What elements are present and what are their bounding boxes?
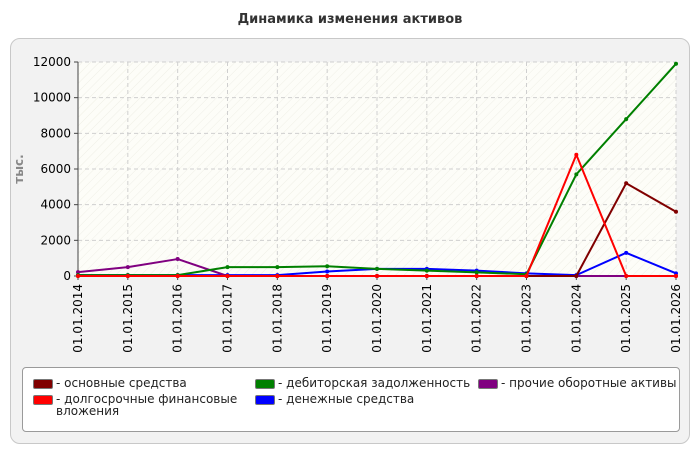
data-point xyxy=(175,257,180,262)
x-tick-label: 01.01.2023 xyxy=(520,284,534,353)
data-point xyxy=(275,274,280,278)
data-point xyxy=(424,274,429,278)
x-tick-label: 01.01.2022 xyxy=(470,284,484,353)
data-point xyxy=(76,274,80,278)
data-point xyxy=(674,209,678,214)
data-point xyxy=(325,269,330,274)
data-point xyxy=(674,274,678,278)
data-point xyxy=(474,274,479,278)
x-tick-label: 01.01.2018 xyxy=(270,284,284,353)
legend-swatch xyxy=(255,379,275,389)
x-tick-label: 01.01.2015 xyxy=(121,284,135,353)
data-point xyxy=(574,172,579,177)
y-tick-label: 12000 xyxy=(33,55,71,69)
data-point xyxy=(125,274,130,278)
data-point xyxy=(424,268,429,273)
data-point xyxy=(375,266,379,271)
data-point xyxy=(76,270,80,275)
x-tick-label: 01.01.2025 xyxy=(619,284,633,353)
data-point xyxy=(624,274,629,278)
chart-title: Динамика изменения активов xyxy=(237,12,463,27)
y-tick-label: 0 xyxy=(63,269,71,283)
x-tick-label: 01.01.2017 xyxy=(221,284,235,353)
data-point xyxy=(125,265,130,270)
data-point xyxy=(275,265,280,270)
legend-item: - прочие оборотные активы xyxy=(478,377,678,389)
data-point xyxy=(325,274,330,278)
y-tick-label: 8000 xyxy=(40,126,71,140)
legend-label: - денежные средства xyxy=(278,392,415,406)
x-tick-label: 01.01.2019 xyxy=(320,284,334,353)
data-point xyxy=(375,274,379,278)
y-axis-label: тыс. xyxy=(12,154,26,183)
data-point xyxy=(175,274,180,278)
legend-swatch xyxy=(478,379,498,389)
x-tick-label: 01.01.2026 xyxy=(669,284,683,353)
legend-swatch xyxy=(33,395,53,405)
x-tick-label: 01.01.2024 xyxy=(569,284,583,353)
data-point xyxy=(325,264,330,269)
y-tick-label: 6000 xyxy=(40,162,71,176)
legend-item: - дебиторская задолженность xyxy=(255,377,475,389)
legend-label: - дебиторская задолженность xyxy=(278,376,471,390)
x-tick-label: 01.01.2021 xyxy=(420,284,434,353)
x-tick-label: 01.01.2014 xyxy=(71,284,85,353)
data-point xyxy=(624,181,629,186)
data-point xyxy=(524,274,529,278)
data-point xyxy=(474,270,479,275)
x-tick-label: 01.01.2020 xyxy=(370,284,384,353)
y-tick-label: 2000 xyxy=(40,233,71,247)
legend-swatch xyxy=(255,395,275,405)
y-tick-label: 10000 xyxy=(33,91,71,105)
legend-label: - основные средства xyxy=(56,376,187,390)
y-tick-label: 4000 xyxy=(40,198,71,212)
legend-item: - долгосрочные финансовые вложения xyxy=(33,393,238,417)
data-point xyxy=(225,265,230,270)
legend-label: - прочие оборотные активы xyxy=(501,376,677,390)
legend: - основные средства - дебиторская задолже… xyxy=(22,367,680,432)
data-point xyxy=(574,274,579,278)
data-point xyxy=(624,250,629,255)
data-point xyxy=(225,274,230,278)
legend-item: - денежные средства xyxy=(255,393,475,405)
x-tick-label: 01.01.2016 xyxy=(171,284,185,353)
legend-item: - основные средства xyxy=(33,377,238,389)
legend-swatch xyxy=(33,379,53,389)
data-point xyxy=(624,117,629,122)
data-point xyxy=(674,61,678,66)
data-point xyxy=(574,152,579,157)
legend-label: - долгосрочные финансовые вложения xyxy=(56,392,238,418)
